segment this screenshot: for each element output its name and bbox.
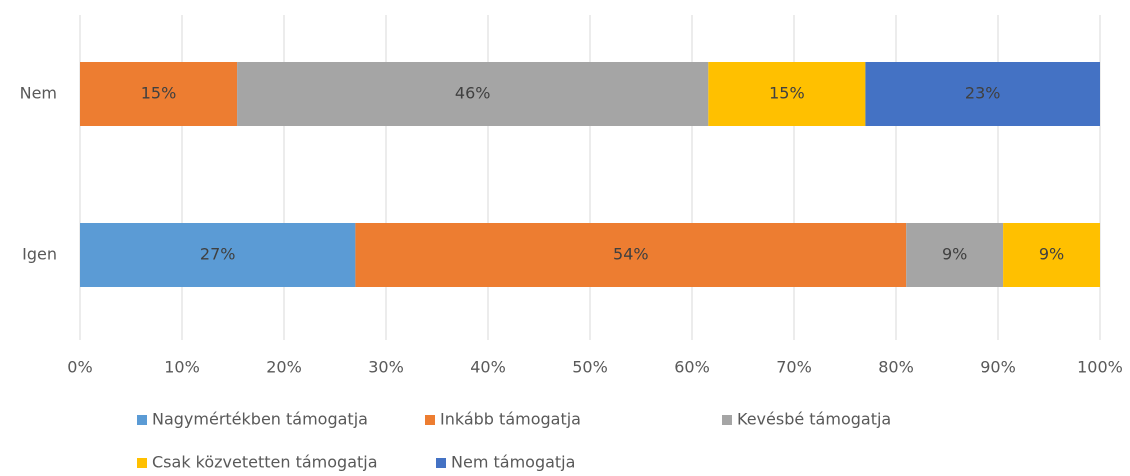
data-label: 15% [769,84,805,103]
x-tick-label: 100% [1077,358,1123,377]
legend-swatch [137,458,147,468]
x-tick-label: 40% [470,358,506,377]
bar-segment [237,62,709,126]
data-label: 9% [1039,245,1064,264]
legend-label: Kevésbé támogatja [737,410,891,429]
x-tick-label: 0% [67,358,92,377]
x-tick-label: 20% [266,358,302,377]
legend-swatch [436,458,446,468]
bar-segment [80,223,356,287]
y-tick-label: Nem [20,84,57,103]
x-tick-label: 60% [674,358,710,377]
x-tick-label: 80% [878,358,914,377]
legend-swatch [722,415,732,425]
bar-segment [355,223,907,287]
legend-label: Csak közvetetten támogatja [152,453,378,472]
x-tick-label: 10% [164,358,200,377]
data-label: 54% [613,245,649,264]
x-tick-label: 50% [572,358,608,377]
bar-segment [865,62,1100,126]
bar-segment [906,223,1004,287]
bar-segment [80,62,238,126]
x-tick-label: 90% [980,358,1016,377]
data-label: 23% [965,84,1001,103]
data-label: 9% [942,245,967,264]
data-label: 27% [200,245,236,264]
data-label: 46% [455,84,491,103]
legend-label: Inkább támogatja [440,410,581,429]
legend-swatch [137,415,147,425]
x-tick-label: 70% [776,358,812,377]
bar-segment [1003,223,1100,287]
bar-segment [708,62,866,126]
y-tick-label: Igen [22,245,57,264]
x-tick-label: 30% [368,358,404,377]
data-label: 15% [141,84,177,103]
legend-label: Nem támogatja [451,453,575,472]
legend-label: Nagymértékben támogatja [152,410,368,429]
legend-swatch [425,415,435,425]
